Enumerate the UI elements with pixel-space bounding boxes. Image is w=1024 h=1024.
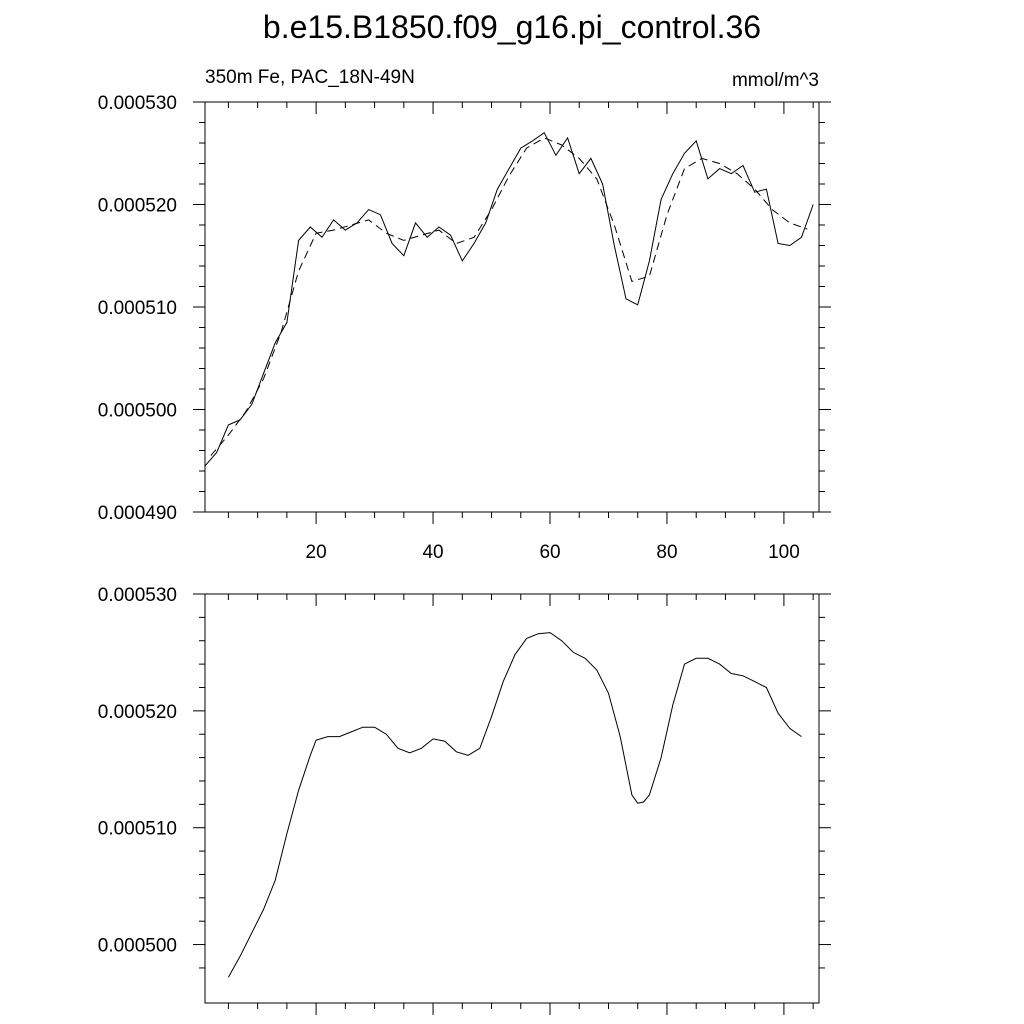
x-tick-label: 80 <box>656 542 677 563</box>
panel-2-plot: 0.000500 0.000510 0.000520 0.000530 <box>98 585 831 1015</box>
y-tick-label: 0.000510 <box>98 298 177 319</box>
x-tick-label: 40 <box>422 542 443 563</box>
x-tick-label: 20 <box>306 542 327 563</box>
y-tick-label: 0.000500 <box>98 401 177 422</box>
y-tick-label: 0.000510 <box>98 819 177 840</box>
chart-title: b.e15.B1850.f09_g16.pi_control.36 <box>263 9 761 45</box>
series-solid-line <box>227 632 802 978</box>
y-tick-label: 0.000530 <box>98 93 177 114</box>
y-tick-label: 0.000530 <box>98 585 177 606</box>
y-tick-label: 0.000520 <box>98 196 177 217</box>
y-tick-label: 0.000490 <box>98 503 177 524</box>
y-tick-label: 0.000520 <box>98 702 177 723</box>
plot-frame <box>204 593 820 1004</box>
panel-1-units: mmol/m^3 <box>732 70 819 91</box>
x-tick-label: 100 <box>768 542 800 563</box>
y-tick-label: 0.000500 <box>98 936 177 957</box>
series-dashed-line <box>210 137 808 456</box>
series-solid-line <box>204 131 814 467</box>
x-tick-label: 60 <box>539 542 560 563</box>
panel-1-plot: 20 40 60 80 100 0.000490 0.000500 0.000510 0.000… <box>98 93 831 563</box>
panel-1-subtitle: 350m Fe, PAC_18N-49N <box>205 67 415 88</box>
